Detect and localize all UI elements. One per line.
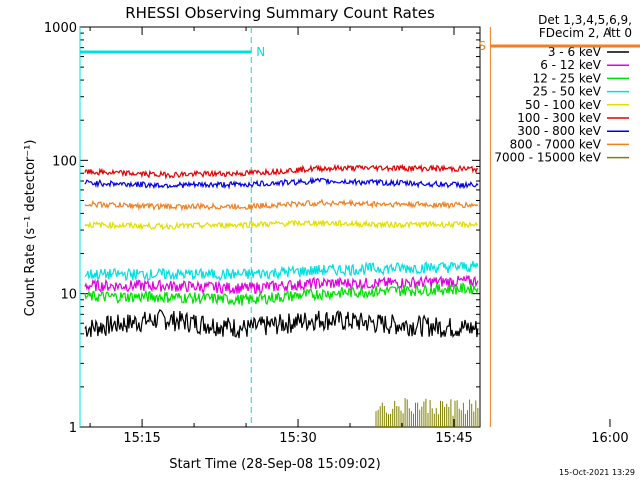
night-label: N: [256, 45, 265, 59]
detector-info-line-2: FDecim 2, Att 0: [539, 26, 632, 40]
y-tick-label: 100: [52, 154, 77, 169]
x-tick-label: 16:00: [591, 431, 628, 446]
legend-label: 3 - 6 keV: [548, 45, 602, 59]
series-line-7000-15000keV: [375, 398, 479, 427]
x-axis-label: Start Time (28-Sep-08 15:09:02): [169, 457, 380, 472]
plot-area: 110100100015:1515:3015:4516:0016:1516:30…: [44, 21, 640, 446]
legend-label: 6 - 12 keV: [540, 58, 602, 72]
series-line-100-300keV: [84, 163, 479, 180]
y-axis-label: Count Rate (s⁻¹ detector⁻¹): [23, 140, 38, 317]
series-line-25-50keV: [84, 260, 479, 282]
legend-label: 7000 - 15000 keV: [494, 151, 601, 165]
generation-timestamp: 15-Oct-2021 13:29: [559, 468, 635, 477]
saa-label: S: [478, 39, 486, 53]
legend-label: 800 - 7000 keV: [510, 137, 602, 151]
chart-title: RHESSI Observing Summary Count Rates: [125, 4, 435, 22]
detector-info-line-1: Det 1,3,4,5,6,9,: [538, 13, 632, 27]
x-tick-label: 15:15: [123, 431, 160, 446]
y-tick-label: 10: [60, 288, 77, 303]
legend-label: 50 - 100 keV: [525, 98, 602, 112]
series-line-800-7000keV: [84, 198, 479, 212]
series-line-3-6keV: [84, 309, 479, 339]
y-tick-label: 1: [69, 421, 77, 436]
series-line-12-25keV: [84, 282, 479, 306]
series-line-50-100keV: [84, 218, 479, 231]
detector-info: Det 1,3,4,5,6,9, FDecim 2, Att 0: [538, 13, 632, 40]
legend-label: 300 - 800 keV: [517, 124, 601, 138]
legend-label: 100 - 300 keV: [517, 111, 601, 125]
series-line-6-12keV: [84, 274, 479, 295]
series-line-300-800keV: [84, 176, 479, 190]
x-tick-label: 15:45: [435, 431, 472, 446]
legend-label: 25 - 50 keV: [533, 85, 602, 99]
x-tick-label: 15:30: [279, 431, 316, 446]
y-tick-label: 1000: [44, 21, 77, 36]
legend-label: 12 - 25 keV: [533, 71, 602, 85]
